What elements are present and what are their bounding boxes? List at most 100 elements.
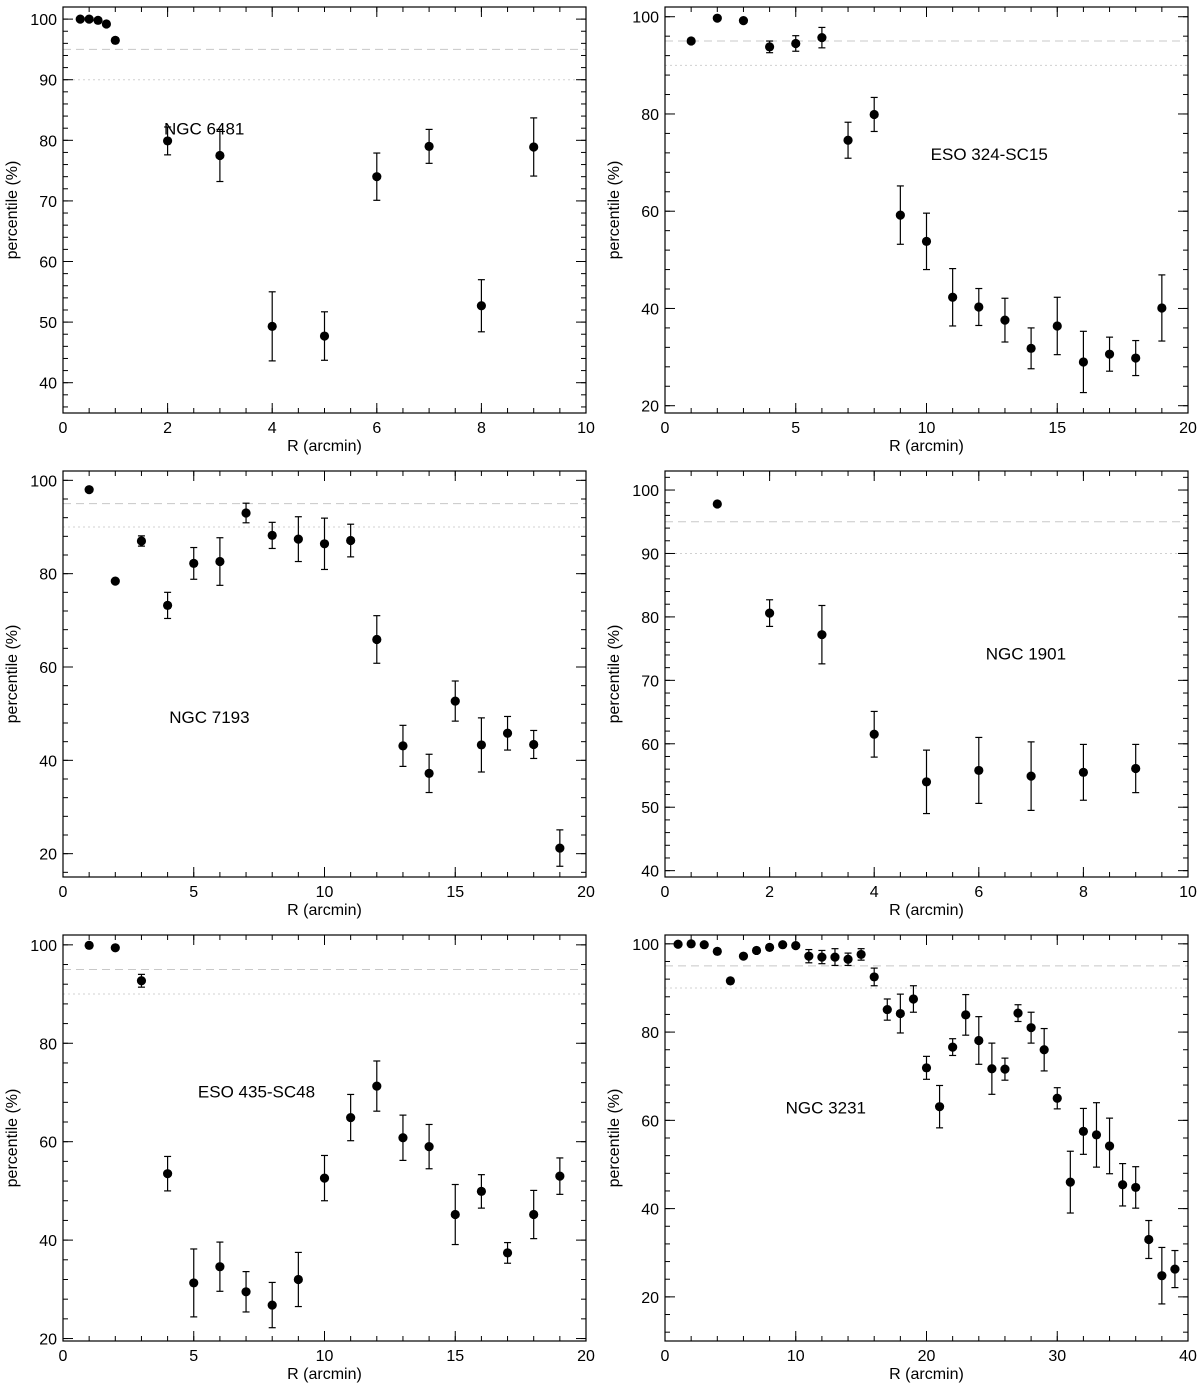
data-point bbox=[817, 952, 827, 962]
data-point bbox=[686, 939, 696, 949]
data-point bbox=[778, 940, 788, 950]
data-point bbox=[895, 210, 905, 220]
data-point bbox=[346, 1112, 356, 1123]
data-point bbox=[450, 1209, 460, 1220]
data-point bbox=[110, 576, 120, 586]
y-axis-label: percentile (%) bbox=[4, 1089, 21, 1188]
data-point bbox=[424, 141, 434, 151]
y-tick-label: 70 bbox=[641, 673, 659, 690]
data-point bbox=[751, 945, 762, 956]
y-tick-label: 100 bbox=[632, 937, 659, 954]
data-point bbox=[921, 777, 932, 787]
x-tick-label: 15 bbox=[446, 1348, 464, 1365]
x-tick-label: 20 bbox=[918, 1348, 936, 1365]
y-tick-label: 100 bbox=[30, 473, 57, 490]
x-axis-label: R (arcmin) bbox=[287, 902, 362, 919]
data-point bbox=[450, 696, 460, 706]
data-point bbox=[1026, 343, 1036, 353]
data-point bbox=[424, 768, 434, 779]
x-tick-label: 8 bbox=[1079, 884, 1088, 901]
panel-title: NGC 7193 bbox=[169, 708, 249, 727]
data-point bbox=[1000, 1064, 1010, 1074]
y-tick-label: 60 bbox=[641, 737, 659, 754]
data-point bbox=[163, 600, 173, 611]
data-point bbox=[101, 19, 112, 29]
data-point bbox=[476, 740, 486, 750]
x-tick-label: 10 bbox=[1179, 884, 1197, 901]
data-point bbox=[791, 38, 801, 49]
y-axis-label: percentile (%) bbox=[606, 625, 623, 724]
data-point bbox=[765, 42, 775, 52]
data-point bbox=[319, 331, 330, 341]
x-tick-label: 20 bbox=[577, 1348, 595, 1365]
data-point bbox=[843, 135, 853, 145]
y-tick-label: 40 bbox=[39, 753, 57, 770]
y-tick-label: 100 bbox=[30, 938, 57, 955]
data-point bbox=[974, 765, 984, 776]
panel-ngc-1901: 0 2 4 6 8 10 40 50 60 70 80 90 100 NGC 1901 R (arcmi… bbox=[606, 470, 1197, 919]
data-point bbox=[725, 976, 735, 986]
data-point bbox=[686, 36, 696, 46]
data-point bbox=[1144, 1234, 1154, 1245]
data-point bbox=[529, 142, 539, 152]
y-tick-label: 40 bbox=[39, 1233, 57, 1250]
x-tick-label: 5 bbox=[189, 1348, 198, 1365]
data-point bbox=[163, 1169, 173, 1179]
data-point bbox=[856, 949, 866, 960]
data-point bbox=[555, 843, 565, 853]
data-point bbox=[817, 33, 827, 43]
data-point bbox=[830, 952, 840, 962]
data-point bbox=[75, 14, 85, 24]
x-axis-label: R (arcmin) bbox=[287, 438, 362, 455]
data-point bbox=[267, 321, 277, 331]
x-tick-label: 10 bbox=[787, 1348, 805, 1365]
data-point bbox=[1052, 321, 1062, 331]
data-point bbox=[804, 951, 814, 961]
y-tick-label: 100 bbox=[632, 10, 659, 27]
data-point bbox=[1065, 1177, 1075, 1187]
data-point bbox=[921, 236, 932, 246]
data-point bbox=[189, 558, 199, 569]
x-axis-label: R (arcmin) bbox=[287, 1366, 362, 1383]
data-point bbox=[869, 729, 879, 739]
y-tick-label: 60 bbox=[641, 204, 659, 221]
data-point bbox=[882, 1004, 892, 1015]
data-point bbox=[817, 630, 827, 640]
panel-eso-435-sc48: 0 5 10 15 20 20 40 60 80 100 ESO 435-SC48 R (arcm… bbox=[4, 934, 595, 1383]
plot-frame bbox=[664, 470, 1189, 878]
data-point bbox=[699, 940, 709, 950]
x-tick-label: 30 bbox=[1048, 1348, 1066, 1365]
data-point bbox=[765, 942, 775, 952]
data-point bbox=[163, 136, 173, 146]
data-point bbox=[1026, 1023, 1036, 1033]
data-point bbox=[738, 951, 749, 961]
y-tick-label: 20 bbox=[39, 1332, 57, 1349]
data-point bbox=[293, 1274, 303, 1285]
x-tick-label: 8 bbox=[477, 420, 486, 437]
data-point bbox=[921, 1063, 932, 1073]
panel-title: NGC 3231 bbox=[786, 1099, 866, 1118]
x-tick-label: 20 bbox=[577, 884, 595, 901]
data-point bbox=[1052, 1093, 1062, 1103]
data-point bbox=[1131, 1182, 1141, 1193]
y-tick-label: 90 bbox=[641, 546, 659, 563]
y-tick-label: 20 bbox=[641, 399, 659, 416]
data-point bbox=[948, 292, 958, 302]
x-tick-label: 0 bbox=[59, 884, 68, 901]
data-point bbox=[1091, 1130, 1102, 1140]
y-tick-label: 60 bbox=[39, 660, 57, 677]
x-tick-label: 5 bbox=[791, 420, 800, 437]
data-point bbox=[319, 539, 330, 549]
y-axis-label: percentile (%) bbox=[4, 625, 21, 724]
data-point bbox=[110, 35, 120, 45]
data-point bbox=[241, 1287, 251, 1297]
data-point bbox=[110, 943, 120, 953]
data-point bbox=[293, 534, 303, 544]
data-point bbox=[1000, 315, 1010, 325]
data-point bbox=[908, 994, 919, 1004]
data-point bbox=[372, 1081, 382, 1091]
data-point bbox=[1104, 1141, 1115, 1151]
y-tick-label: 40 bbox=[641, 1202, 659, 1219]
data-point bbox=[869, 972, 879, 982]
y-tick-label: 20 bbox=[641, 1290, 659, 1307]
